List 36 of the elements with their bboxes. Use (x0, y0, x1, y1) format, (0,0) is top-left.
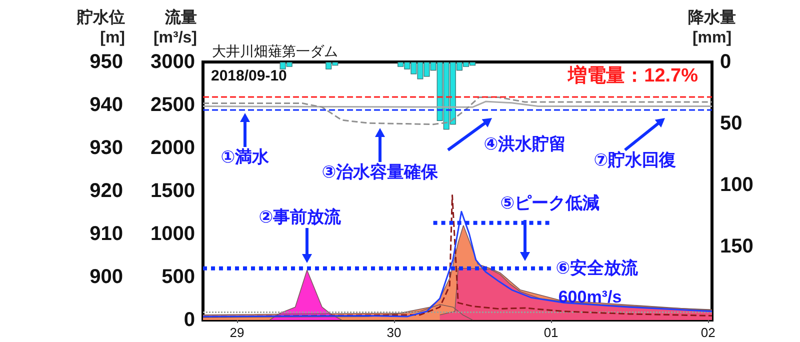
y2-tick-label: 900 (90, 266, 123, 288)
y-tick-label: 0 (184, 309, 195, 331)
y-tick-label: 2500 (150, 94, 195, 116)
y2-axis-title: 貯水位 [m] (76, 8, 125, 46)
annotation: ④洪水貯留 (484, 134, 566, 154)
y3-tick-label: 0 (720, 51, 732, 73)
x-tick-label: 01 (544, 325, 558, 340)
annotation: ⑤ピーク低減 (500, 194, 600, 212)
annotation: ③治水容量確保 (322, 162, 440, 182)
y3-tick-label: 100 (720, 174, 754, 196)
y3-tick-label: 50 (720, 112, 742, 134)
y2-tick-label: 920 (90, 180, 123, 202)
line-series (202, 96, 713, 126)
y-tick-label: 1000 (150, 223, 195, 245)
x-tick-label: 30 (386, 325, 402, 340)
y2-tick-label: 910 (90, 223, 123, 245)
annotation: ①満水 (220, 148, 270, 166)
annotation: 増電量：12.7% (567, 64, 698, 86)
y-tick-label: 2000 (150, 137, 195, 159)
y-axis-title: 流量 [m³/s] (153, 8, 197, 46)
x-tick-label: 29 (230, 325, 244, 340)
y2-tick-label: 930 (90, 137, 123, 159)
y-tick-label: 1500 (150, 180, 195, 202)
annotation: ⑥安全放流 (556, 258, 640, 278)
annotation: ⑦貯水回復 (594, 150, 676, 170)
y-tick-label: 3000 (150, 51, 195, 73)
y3-axis-title: 降水量 [mm] (688, 8, 736, 46)
y2-tick-label: 940 (90, 94, 123, 116)
annotation: 2018/09-10 (211, 68, 287, 84)
y-tick-label: 500 (162, 266, 195, 288)
y3-tick-label: 150 (720, 235, 754, 258)
annotation: ②事前放流 (258, 208, 342, 226)
y2-tick-label: 950 (90, 51, 123, 73)
annotation: 600m³/s (558, 288, 622, 306)
x-tick-label: 02 (700, 325, 716, 340)
chart-title: 大井川畑薙第一ダム (212, 43, 338, 59)
